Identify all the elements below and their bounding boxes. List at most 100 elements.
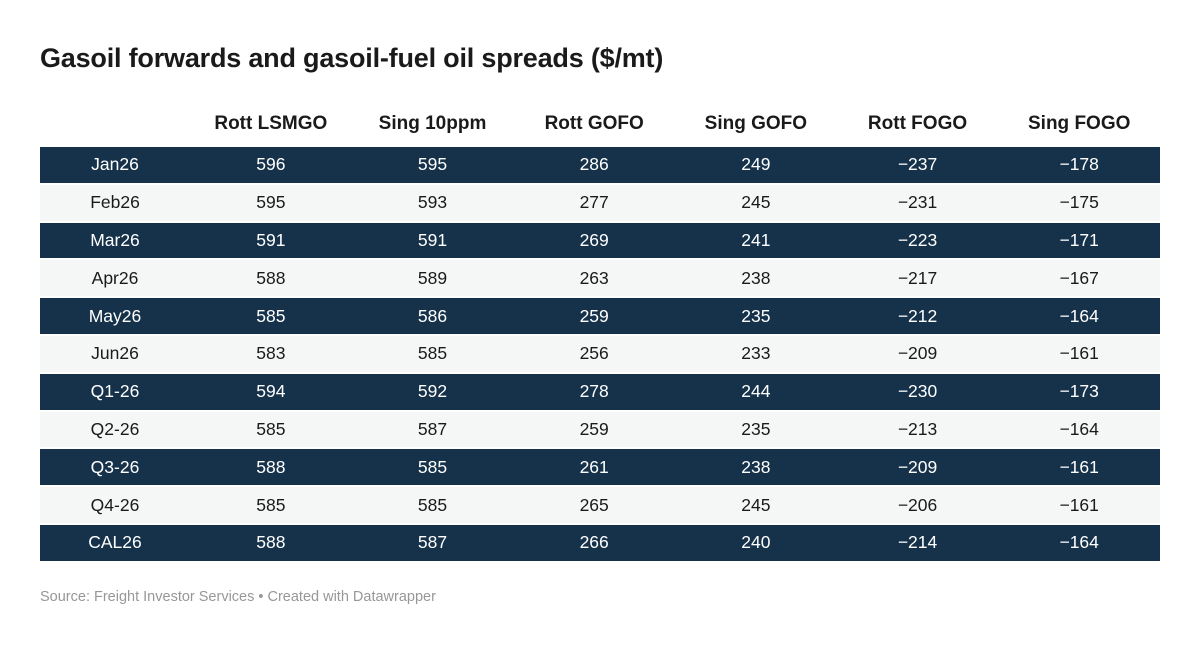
- row-label: CAL26: [88, 532, 142, 553]
- value-cell: 587: [417, 532, 448, 553]
- table-row: Q1-26 594 592 278 244 −230 −173: [40, 373, 1160, 410]
- value-cell: −171: [1059, 229, 1099, 250]
- value-cell: 238: [741, 456, 771, 477]
- value-cell: 240: [741, 532, 771, 553]
- value-cell: 593: [417, 192, 448, 213]
- value-cell: 266: [579, 532, 609, 553]
- value-cell: 245: [741, 494, 771, 515]
- value-cell: −161: [1059, 494, 1099, 515]
- row-label: Jan26: [91, 154, 139, 175]
- header-cell: Rott FOGO: [867, 113, 968, 134]
- value-cell: −212: [897, 305, 938, 326]
- table-row: Apr26 588 589 263 238 −217 −167: [40, 260, 1160, 297]
- value-cell: 277: [579, 192, 609, 213]
- value-cell: −175: [1059, 192, 1099, 213]
- value-cell: −161: [1059, 456, 1099, 477]
- value-cell: 585: [256, 494, 286, 515]
- value-cell: 259: [579, 418, 609, 439]
- value-cell: −164: [1059, 418, 1099, 439]
- row-label: Feb26: [90, 192, 140, 213]
- value-cell: 585: [417, 494, 448, 515]
- row-label: Q2-26: [90, 418, 140, 439]
- data-table: Rott LSMGO Sing 10ppm Rott GOFO Sing GOFO Ro…: [40, 108, 1160, 561]
- value-cell: −230: [897, 381, 938, 402]
- table-row: May26 585 586 259 235 −212 −164: [40, 298, 1160, 334]
- table-body: Jan26 596 595 286 249 −237 −178 Feb26 595 593 277 2…: [40, 147, 1160, 561]
- value-cell: 592: [417, 381, 448, 402]
- value-cell: 256: [579, 343, 609, 364]
- value-cell: 286: [579, 154, 609, 175]
- table-row: Q2-26 585 587 259 235 −213 −164: [40, 411, 1160, 448]
- value-cell: 589: [417, 267, 448, 288]
- value-cell: 259: [579, 305, 609, 326]
- value-cell: 238: [741, 267, 771, 288]
- value-cell: 269: [579, 229, 609, 250]
- value-cell: 235: [741, 305, 771, 326]
- value-cell: 249: [741, 154, 771, 175]
- value-cell: −164: [1059, 305, 1099, 326]
- value-cell: 588: [256, 456, 286, 477]
- header-cell: Rott GOFO: [544, 113, 644, 134]
- header-cell: Sing 10ppm: [378, 113, 487, 134]
- value-cell: −217: [897, 267, 938, 288]
- value-cell: 235: [741, 418, 771, 439]
- value-cell: 261: [579, 456, 609, 477]
- value-cell: −173: [1059, 381, 1099, 402]
- row-label: Q1-26: [90, 381, 140, 402]
- value-cell: −167: [1059, 267, 1099, 288]
- value-cell: 587: [417, 418, 448, 439]
- value-cell: 233: [741, 343, 771, 364]
- value-cell: −237: [897, 154, 938, 175]
- row-label: Apr26: [91, 267, 139, 288]
- value-cell: 594: [256, 381, 286, 402]
- value-cell: −209: [897, 343, 938, 364]
- value-cell: −164: [1059, 532, 1099, 553]
- row-label: May26: [88, 305, 142, 326]
- value-cell: 596: [256, 154, 286, 175]
- table-row: Feb26 595 593 277 245 −231 −175: [40, 184, 1160, 221]
- value-cell: 585: [417, 343, 448, 364]
- page-title: Gasoil forwards and gasoil-fuel oil spre…: [40, 43, 664, 73]
- table-row: CAL26 588 587 266 240 −214 −164: [40, 524, 1160, 561]
- table-header-row: Rott LSMGO Sing 10ppm Rott GOFO Sing GOFO Ro…: [40, 108, 1160, 140]
- table-row: Jun26 583 585 256 233 −209 −161: [40, 335, 1160, 372]
- value-cell: −209: [897, 456, 938, 477]
- value-cell: 278: [579, 381, 609, 402]
- row-label: Mar26: [90, 229, 140, 250]
- value-cell: −214: [897, 532, 938, 553]
- value-cell: 588: [256, 267, 286, 288]
- value-cell: −231: [897, 192, 938, 213]
- value-cell: 586: [417, 305, 448, 326]
- header-cell: Rott LSMGO: [214, 113, 328, 134]
- table-row: Jan26 596 595 286 249 −237 −178: [40, 147, 1160, 183]
- value-cell: 588: [256, 532, 286, 553]
- value-cell: 244: [741, 381, 771, 402]
- row-label: Q3-26: [90, 456, 140, 477]
- value-cell: 585: [417, 456, 448, 477]
- value-cell: 585: [256, 305, 286, 326]
- value-cell: −161: [1059, 343, 1099, 364]
- source-note: Source: Freight Investor Services • Crea…: [40, 588, 436, 605]
- header-cell: Sing FOGO: [1028, 113, 1131, 134]
- table-row: Q3-26 588 585 261 238 −209 −161: [40, 449, 1160, 486]
- value-cell: 241: [741, 229, 771, 250]
- value-cell: −178: [1059, 154, 1099, 175]
- table-row: Mar26 591 591 269 241 −223 −171: [40, 222, 1160, 259]
- value-cell: 583: [256, 343, 286, 364]
- row-label: Jun26: [91, 343, 139, 364]
- value-cell: 585: [256, 418, 286, 439]
- table-row: Q4-26 585 585 265 245 −206 −161: [40, 487, 1160, 523]
- value-cell: −206: [897, 494, 938, 515]
- value-cell: 263: [579, 267, 609, 288]
- value-cell: 591: [256, 229, 286, 250]
- value-cell: 245: [741, 192, 771, 213]
- value-cell: −213: [897, 418, 938, 439]
- row-label: Q4-26: [90, 494, 140, 515]
- header-cell: Sing GOFO: [704, 113, 808, 134]
- value-cell: 595: [256, 192, 286, 213]
- value-cell: −223: [897, 229, 938, 250]
- value-cell: 595: [417, 154, 448, 175]
- value-cell: 591: [417, 229, 448, 250]
- value-cell: 265: [579, 494, 609, 515]
